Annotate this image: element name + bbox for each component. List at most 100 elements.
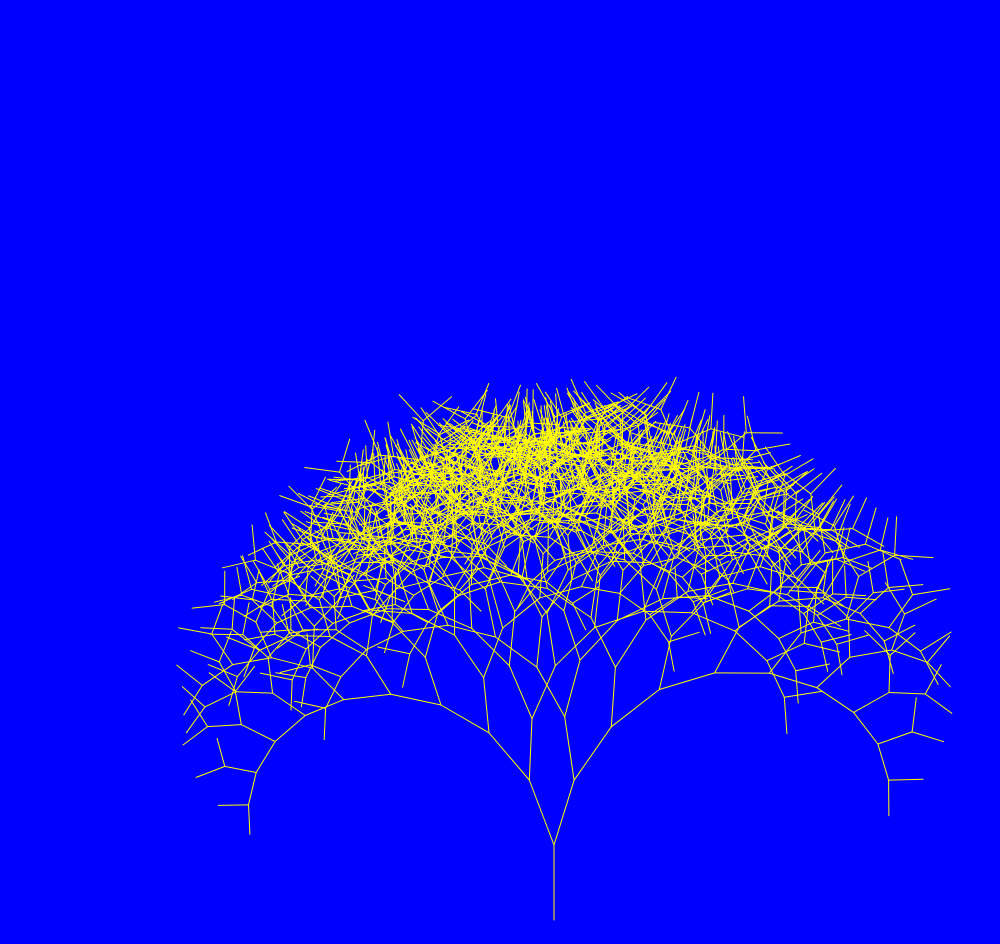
- branch-segment: [729, 467, 766, 470]
- branch-segment: [594, 575, 601, 629]
- branch-segment: [583, 425, 592, 459]
- branch-segment: [183, 684, 203, 716]
- branch-segment: [567, 534, 573, 581]
- branch-segment: [631, 420, 657, 447]
- branch-segment: [434, 440, 460, 459]
- branch-segment: [320, 511, 334, 539]
- branch-segment: [585, 403, 616, 418]
- branch-segment: [447, 473, 452, 512]
- branch-segment: [409, 549, 452, 559]
- branch-segment: [244, 633, 276, 641]
- branch-segment: [700, 560, 730, 575]
- branch-segment: [546, 553, 567, 583]
- branch-segment: [691, 450, 711, 485]
- branch-segment: [590, 564, 600, 618]
- branch-segment: [355, 577, 387, 582]
- branch-segment: [495, 422, 527, 444]
- branch-segment: [391, 467, 428, 474]
- branch-segment: [649, 614, 670, 643]
- branch-segment: [629, 422, 651, 449]
- branch-segment: [646, 449, 666, 479]
- branch-segment: [378, 454, 421, 461]
- branch-segment: [786, 530, 816, 559]
- branch-segment: [599, 535, 631, 577]
- branch-segment: [349, 561, 375, 589]
- branch-segment: [255, 588, 271, 623]
- branch-segment: [835, 527, 845, 560]
- branch-segment: [771, 539, 791, 565]
- branch-segment: [783, 690, 823, 698]
- branch-segment: [373, 549, 411, 563]
- branch-segment: [572, 519, 588, 552]
- branch-segment: [539, 421, 567, 453]
- branch-segment: [565, 418, 602, 423]
- branch-segment: [207, 664, 238, 678]
- branch-segment: [662, 555, 675, 600]
- branch-segment: [290, 629, 321, 648]
- branch-segment: [492, 472, 527, 483]
- branch-segment: [747, 523, 785, 542]
- branch-segment: [848, 617, 851, 658]
- branch-segment: [448, 445, 468, 473]
- branch-segment: [633, 483, 672, 486]
- branch-segment: [673, 399, 689, 435]
- branch-segment: [888, 692, 926, 695]
- branch-segment: [758, 484, 794, 499]
- branch-segment: [894, 516, 898, 556]
- branch-segment: [830, 499, 846, 530]
- branch-segment: [422, 437, 445, 462]
- branch-segment: [769, 605, 810, 607]
- branch-segment: [581, 550, 599, 588]
- branch-segment: [403, 506, 412, 534]
- branch-segment: [830, 529, 860, 548]
- branch-segment: [584, 515, 599, 552]
- branch-segment: [288, 579, 320, 601]
- branch-segment: [528, 779, 555, 846]
- branch-segment: [508, 415, 511, 447]
- branch-segment: [820, 634, 852, 643]
- branch-segment: [395, 580, 430, 590]
- branch-segment: [904, 598, 937, 615]
- branch-segment: [464, 389, 488, 420]
- branch-segment: [201, 664, 234, 686]
- branch-segment: [645, 590, 689, 621]
- branch-segment: [620, 403, 647, 429]
- branch-segment: [530, 514, 562, 539]
- branch-segment: [260, 629, 292, 633]
- branch-segment: [745, 539, 773, 568]
- branch-segment: [842, 527, 851, 558]
- branch-segment: [308, 502, 328, 529]
- branch-segment: [624, 559, 657, 590]
- branch-segment: [751, 473, 782, 484]
- branch-segment: [800, 558, 837, 566]
- branch-segment: [699, 523, 729, 532]
- branch-segment: [394, 513, 411, 551]
- branch-segment: [782, 471, 812, 495]
- branch-segment: [390, 555, 397, 590]
- branch-segment: [357, 467, 362, 503]
- branch-segment: [181, 686, 206, 708]
- branch-segment: [723, 432, 731, 470]
- branch-segment: [569, 441, 601, 445]
- branch-segment: [780, 586, 818, 588]
- branch-segment: [258, 635, 293, 651]
- branch-segment: [610, 482, 627, 517]
- branch-segment: [580, 423, 597, 456]
- branch-segment: [499, 425, 534, 431]
- branch-segment: [315, 488, 348, 502]
- branch-segment: [402, 653, 411, 688]
- branch-segment: [848, 592, 874, 619]
- branch-segment: [493, 564, 516, 613]
- branch-segment: [454, 634, 485, 679]
- branch-segment: [736, 461, 755, 490]
- branch-segment: [625, 487, 631, 537]
- branch-segment: [667, 408, 686, 435]
- branch-segment: [614, 619, 647, 668]
- branch-segment: [707, 427, 716, 457]
- branch-segment: [412, 569, 430, 610]
- branch-segment: [281, 519, 301, 547]
- branch-segment: [544, 417, 549, 452]
- branch-segment: [231, 628, 260, 651]
- branch-segment: [597, 410, 626, 435]
